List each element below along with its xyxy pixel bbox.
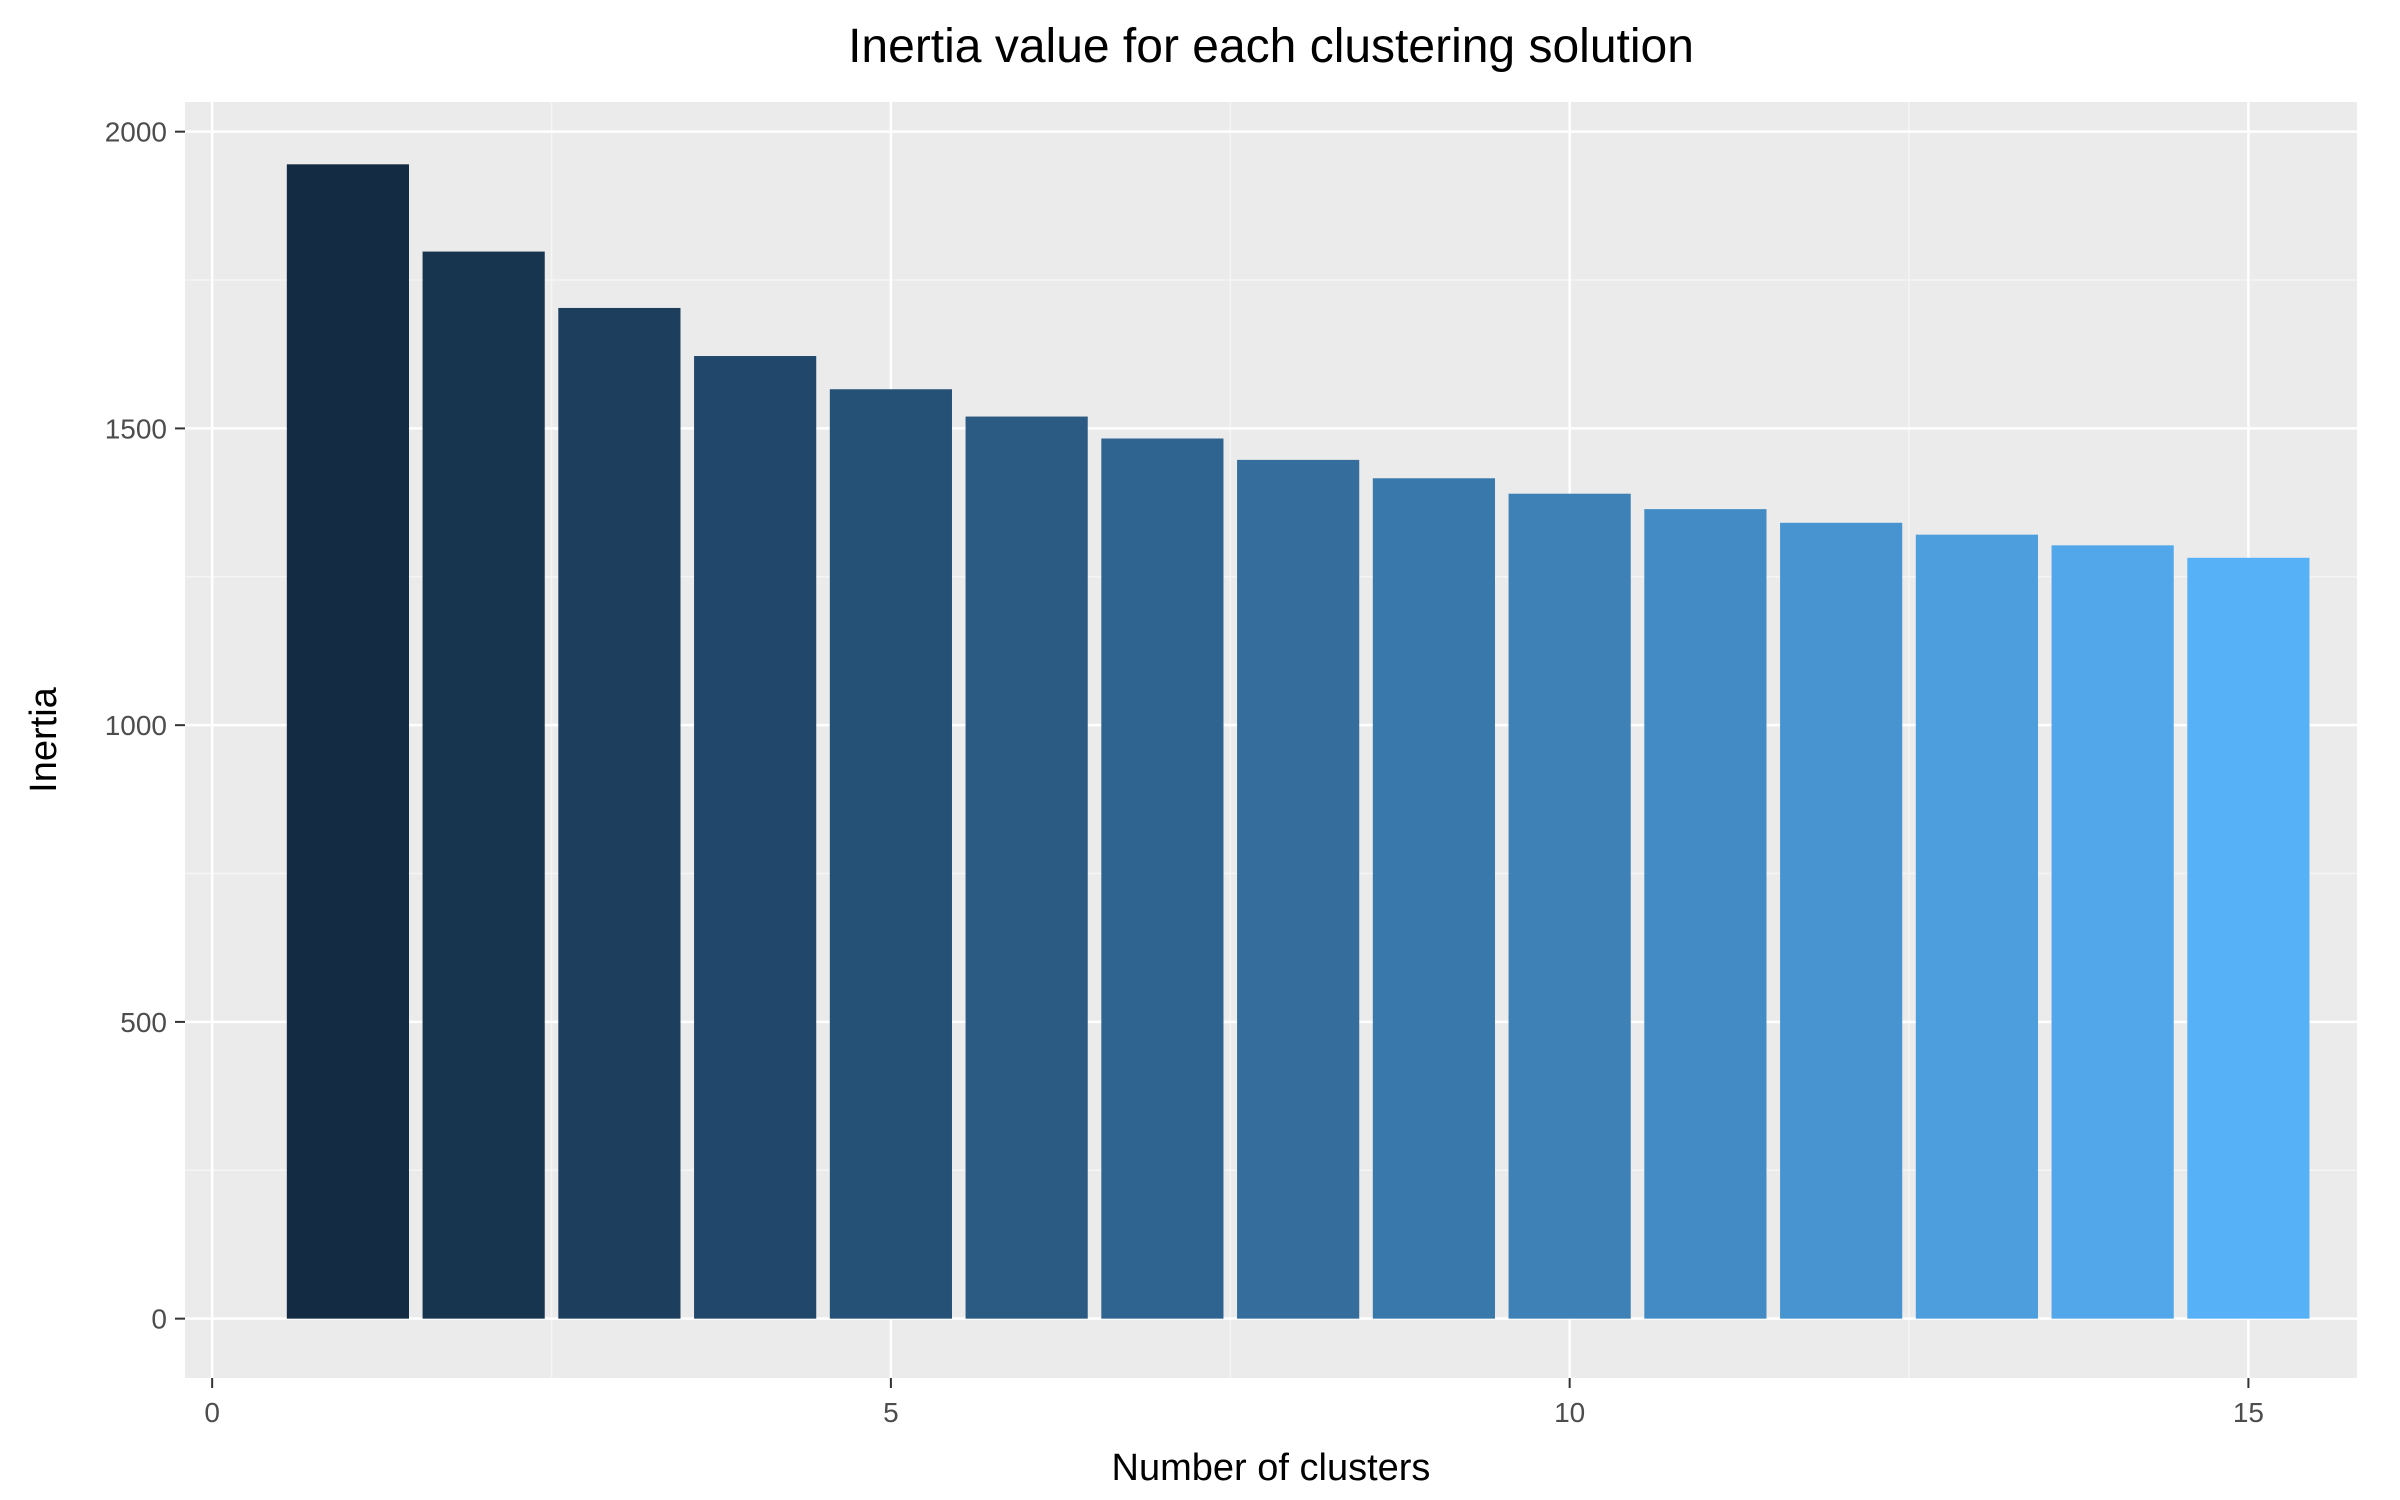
x-tick-label: 0 <box>204 1397 220 1428</box>
x-axis-title: Number of clusters <box>1112 1447 1431 1489</box>
x-tick-label: 5 <box>883 1397 899 1428</box>
y-tick-label: 1500 <box>105 413 167 444</box>
bar <box>2051 545 2174 1319</box>
bars <box>286 164 2310 1319</box>
bar <box>2187 557 2310 1319</box>
bar <box>1644 509 1767 1319</box>
x-tick-label: 15 <box>2233 1397 2264 1428</box>
bar <box>1508 493 1631 1319</box>
bar <box>1372 478 1495 1319</box>
y-tick-label: 0 <box>151 1304 167 1335</box>
bar <box>422 251 545 1319</box>
bar <box>1101 438 1224 1319</box>
bar <box>694 356 817 1319</box>
x-axis-ticks: 0 5 10 15 <box>204 1378 2264 1428</box>
y-axis-title: Inertia <box>23 686 65 792</box>
y-tick-label: 500 <box>120 1007 167 1038</box>
bar <box>1237 459 1360 1319</box>
y-axis-ticks: 0 500 1000 1500 2000 <box>105 117 185 1335</box>
bar <box>286 164 409 1319</box>
y-tick-label: 2000 <box>105 117 167 148</box>
y-tick-label: 1000 <box>105 710 167 741</box>
bar <box>829 389 952 1319</box>
bar <box>965 416 1088 1319</box>
bar <box>558 307 681 1319</box>
bar <box>1780 522 1903 1319</box>
chart-title: Inertia value for each clustering soluti… <box>848 20 1694 73</box>
x-tick-label: 10 <box>1554 1397 1585 1428</box>
bar <box>1915 534 2038 1319</box>
